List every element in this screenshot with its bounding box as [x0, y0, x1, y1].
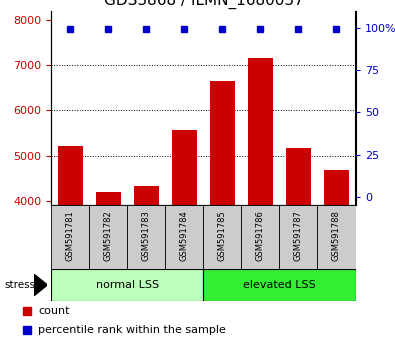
Text: GSM591782: GSM591782	[104, 211, 113, 261]
Text: GSM591788: GSM591788	[332, 211, 341, 261]
Bar	[166, 205, 203, 269]
Bar	[203, 205, 241, 269]
Bar	[96, 192, 121, 205]
Bar	[279, 205, 318, 269]
Text: GSM591786: GSM591786	[256, 211, 265, 261]
Bar	[89, 205, 127, 269]
Bar	[51, 269, 203, 301]
Bar	[172, 130, 197, 205]
Bar	[203, 269, 356, 301]
Bar	[127, 205, 166, 269]
Text: GSM591783: GSM591783	[142, 211, 151, 261]
Polygon shape	[34, 274, 47, 296]
Text: percentile rank within the sample: percentile rank within the sample	[38, 325, 226, 335]
Bar	[210, 81, 235, 205]
Text: stress: stress	[4, 280, 35, 290]
Bar	[241, 205, 279, 269]
Text: elevated LSS: elevated LSS	[243, 280, 316, 290]
Bar	[248, 58, 273, 205]
Text: GSM591785: GSM591785	[218, 211, 227, 261]
Bar	[51, 205, 89, 269]
Text: normal LSS: normal LSS	[96, 280, 159, 290]
Text: GSM591784: GSM591784	[180, 211, 189, 261]
Text: GSM591787: GSM591787	[294, 211, 303, 261]
Text: count: count	[38, 306, 70, 316]
Bar	[318, 205, 356, 269]
Bar	[286, 148, 311, 205]
Bar	[58, 147, 83, 205]
Text: GSM591781: GSM591781	[66, 211, 75, 261]
Bar	[324, 170, 349, 205]
Bar	[134, 186, 159, 205]
Title: GDS3868 / ILMN_1680037: GDS3868 / ILMN_1680037	[103, 0, 303, 9]
